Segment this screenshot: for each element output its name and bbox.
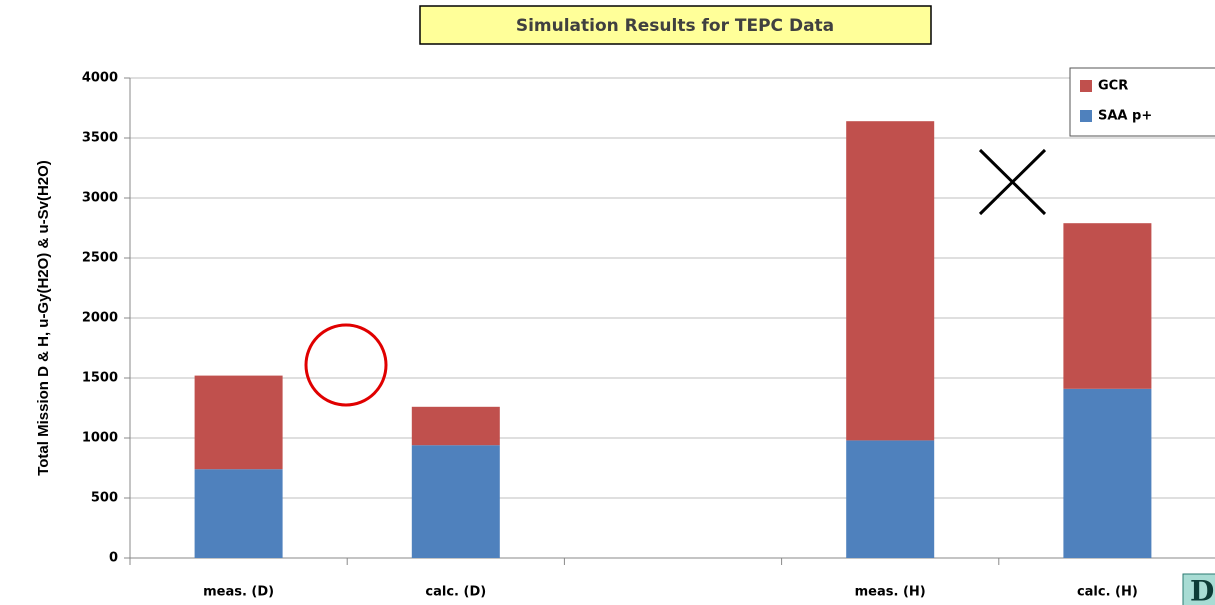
y-tick-label: 3500 [82,131,118,146]
chart-title: Simulation Results for TEPC Data [516,16,834,36]
bar-segment [194,375,283,470]
cross-annotation [978,148,1047,216]
x-tick-label: meas. (H) [855,585,926,600]
legend-swatch [1080,80,1092,92]
y-tick-label: 1000 [82,431,118,446]
corner-box [1182,573,1215,605]
bar-segment [411,406,500,446]
y-axis-label: Total Mission D & H, u-Gy(H2O) & u-Sv(H2… [35,160,52,476]
bar-segment [846,440,935,558]
title-box [419,5,932,45]
legend-label: SAA p+ [1098,109,1152,124]
y-tick-label: 500 [91,491,118,506]
x-tick-label: calc. (H) [1077,585,1138,600]
y-tick-label: 0 [109,551,118,566]
corner-text: D [1190,575,1214,605]
legend-label: GCR [1098,79,1128,94]
y-tick-label: 2000 [82,311,118,326]
y-tick-label: 1500 [82,371,118,386]
bar-segment [194,469,283,558]
plot: 0 500 1000 1500 2000 2500 3000 3500 4000 meas. (D… [82,71,1215,600]
bar-segment [1063,223,1152,389]
bar-segment [1063,388,1152,558]
bar-segment [846,121,935,441]
x-tick-label: calc. (D) [425,585,486,600]
y-tick-label: 2500 [82,251,118,266]
legend-swatch [1080,110,1092,122]
y-tick-label: 4000 [82,71,118,86]
y-tick-label: 3000 [82,191,118,206]
x-tick-label: meas. (D) [203,585,274,600]
bar-segment [411,445,500,558]
circle-annotation [304,323,388,407]
legend-box [1069,67,1215,137]
